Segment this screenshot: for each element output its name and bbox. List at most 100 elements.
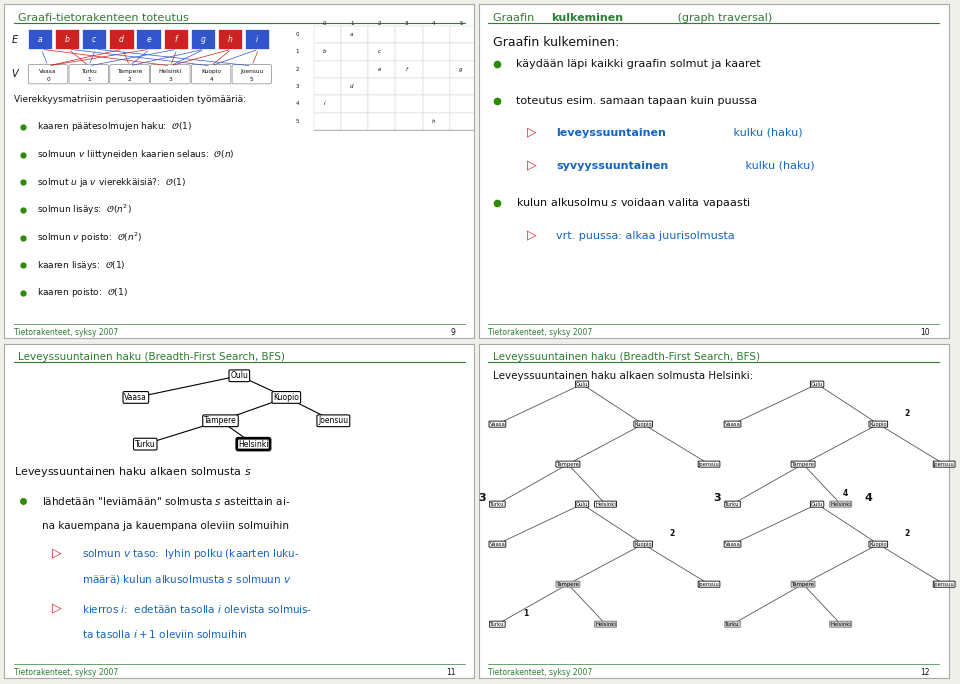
Text: 12: 12 [921, 668, 930, 677]
Text: e: e [146, 35, 151, 44]
Text: Vaasa: Vaasa [490, 421, 505, 427]
Bar [368, 95, 396, 113]
Text: Helsinki: Helsinki [595, 622, 616, 627]
Text: Turku: Turku [134, 440, 156, 449]
Text: 0: 0 [323, 21, 326, 26]
Text: $E$: $E$ [12, 34, 19, 45]
Text: lähdetään "leviämään" solmusta $s$ asteittain ai-: lähdetään "leviämään" solmusta $s$ astei… [42, 495, 290, 507]
Text: 9: 9 [451, 328, 456, 337]
Text: Joensuu: Joensuu [699, 462, 719, 466]
Text: 2: 2 [904, 529, 909, 538]
Text: i: i [324, 101, 325, 107]
Text: Tietorakenteet, syksy 2007: Tietorakenteet, syksy 2007 [488, 668, 592, 677]
Text: Graafi-tietorakenteen toteutus: Graafi-tietorakenteen toteutus [18, 12, 189, 23]
Text: solmut $u$ ja $v$ vierekkäisiä?:  $\mathcal{O}(1)$: solmut $u$ ja $v$ vierekkäisiä?: $\mathc… [37, 176, 186, 189]
Text: kaaren lisäys:  $\mathcal{O}(1)$: kaaren lisäys: $\mathcal{O}(1)$ [37, 259, 126, 272]
Bar [368, 26, 396, 43]
Text: Vaasa: Vaasa [725, 421, 740, 427]
Text: kulkeminen: kulkeminen [551, 12, 624, 23]
Text: e: e [377, 67, 381, 72]
Text: Joensuu: Joensuu [319, 417, 348, 425]
Text: c: c [92, 35, 96, 44]
Text: $\triangleright$: $\triangleright$ [51, 547, 62, 562]
Text: 1: 1 [523, 609, 529, 618]
Text: d: d [119, 35, 124, 44]
Bar [450, 26, 477, 43]
Bar [396, 78, 422, 95]
Text: Vierekkyysmatriisin perusoperaatioiden työmääriä:: Vierekkyysmatriisin perusoperaatioiden t… [13, 94, 246, 104]
Text: $\triangleright$: $\triangleright$ [526, 229, 538, 243]
Text: 2: 2 [904, 409, 909, 418]
Text: Tampere: Tampere [792, 462, 814, 466]
Text: c: c [377, 49, 380, 54]
Bar [341, 78, 368, 95]
Bar [341, 113, 368, 130]
Text: Kuopio: Kuopio [635, 421, 652, 427]
Bar [422, 60, 450, 78]
Bar [450, 95, 477, 113]
FancyBboxPatch shape [109, 64, 150, 84]
Text: Tietorakenteet, syksy 2007: Tietorakenteet, syksy 2007 [13, 668, 118, 677]
Bar [450, 78, 477, 95]
FancyBboxPatch shape [218, 29, 242, 49]
Text: kulun alkusolmu $s$ voidaan valita vapaasti: kulun alkusolmu $s$ voidaan valita vapaa… [516, 196, 751, 209]
FancyBboxPatch shape [151, 64, 190, 84]
Text: f: f [175, 35, 177, 44]
Text: solmun lisäys:  $\mathcal{O}(n^2)$: solmun lisäys: $\mathcal{O}(n^2)$ [37, 202, 132, 217]
Text: kaaren poisto:  $\mathcal{O}(1)$: kaaren poisto: $\mathcal{O}(1)$ [37, 287, 128, 300]
Text: 4: 4 [209, 77, 213, 81]
Text: 2: 2 [128, 77, 132, 81]
Text: 1: 1 [350, 21, 353, 26]
FancyBboxPatch shape [232, 64, 272, 84]
Text: h: h [432, 119, 435, 124]
Text: h: h [228, 35, 232, 44]
Bar [422, 26, 450, 43]
FancyBboxPatch shape [245, 29, 270, 49]
Text: Tampere: Tampere [204, 417, 237, 425]
Bar [422, 95, 450, 113]
Bar [314, 95, 341, 113]
Bar [314, 26, 341, 43]
FancyBboxPatch shape [82, 29, 107, 49]
Text: 3: 3 [713, 492, 721, 503]
Bar [396, 26, 422, 43]
Bar [314, 26, 477, 130]
Text: a: a [350, 32, 353, 37]
Text: g: g [459, 67, 463, 72]
Text: Joensuu: Joensuu [240, 68, 264, 74]
Text: d: d [350, 84, 353, 89]
Text: Leveyssuuntainen haku alkaen solmusta Helsinki:: Leveyssuuntainen haku alkaen solmusta He… [492, 371, 753, 381]
Text: 4: 4 [843, 489, 849, 498]
Text: 1: 1 [87, 77, 90, 81]
Text: Helsinki: Helsinki [595, 501, 616, 507]
Text: Graafin kulkeminen:: Graafin kulkeminen: [492, 36, 619, 49]
Text: 2: 2 [296, 67, 299, 72]
Text: Vaasa: Vaasa [39, 68, 57, 74]
Text: Turku: Turku [725, 501, 740, 507]
Bar [341, 43, 368, 60]
Text: Leveyssuuntainen haku (Breadth-First Search, BFS): Leveyssuuntainen haku (Breadth-First Sea… [18, 352, 285, 363]
Text: Tampere: Tampere [557, 462, 580, 466]
Text: $\triangleright$: $\triangleright$ [526, 125, 538, 140]
Text: 0: 0 [296, 32, 299, 37]
Bar [450, 113, 477, 130]
Text: Joensuu: Joensuu [699, 581, 719, 587]
FancyBboxPatch shape [163, 29, 188, 49]
Text: Graafin: Graafin [492, 12, 538, 23]
Bar [314, 60, 341, 78]
Text: kierros $i$:  edetään tasolla $i$ olevista solmuis-: kierros $i$: edetään tasolla $i$ olevist… [82, 603, 312, 614]
Text: solmuun $v$ liittyneiden kaarien selaus:  $\mathcal{O}(n)$: solmuun $v$ liittyneiden kaarien selaus:… [37, 148, 234, 161]
Text: f: f [405, 67, 407, 72]
Text: Turku: Turku [725, 622, 740, 627]
Text: 0: 0 [46, 77, 50, 81]
Text: Tampere: Tampere [792, 581, 814, 587]
Text: Kuopio: Kuopio [201, 68, 221, 74]
Text: Kuopio: Kuopio [870, 421, 887, 427]
Bar [422, 113, 450, 130]
Text: Joensuu: Joensuu [934, 462, 954, 466]
Text: 4: 4 [432, 21, 435, 26]
FancyBboxPatch shape [28, 29, 52, 49]
Text: b: b [323, 49, 326, 54]
Text: na kauempana ja kauempana oleviin solmuihin: na kauempana ja kauempana oleviin solmui… [42, 521, 289, 531]
Bar [314, 43, 341, 60]
